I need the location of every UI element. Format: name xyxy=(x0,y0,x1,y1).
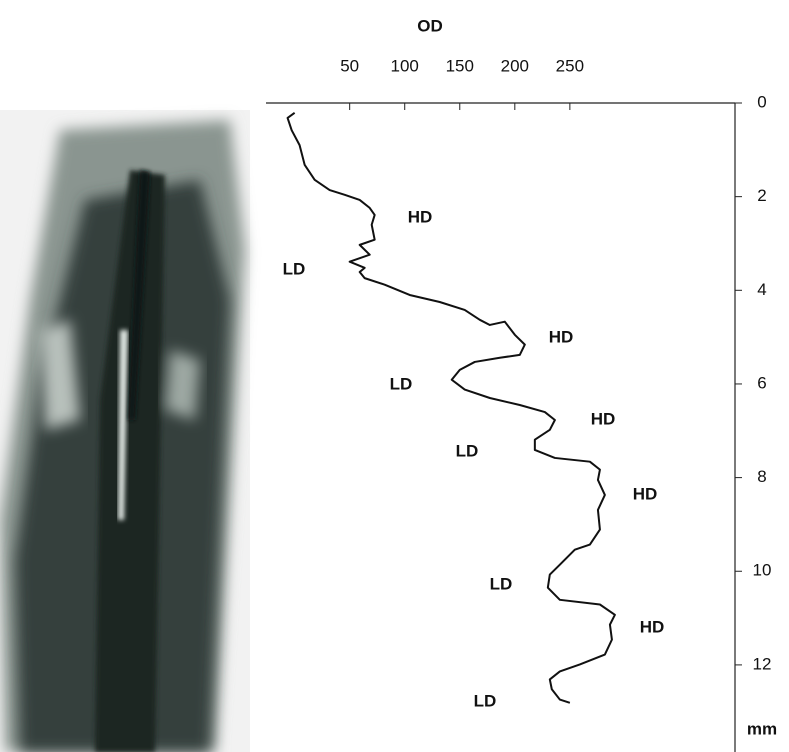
annotation: HD xyxy=(408,207,433,226)
annotation: LD xyxy=(283,259,306,278)
annotation: HD xyxy=(633,484,658,503)
y-tick-label: 12 xyxy=(753,654,772,673)
y-tick-label: 10 xyxy=(753,561,772,580)
annotation: LD xyxy=(390,374,413,393)
y-tick-label: 8 xyxy=(757,467,766,486)
y-tick-label: 2 xyxy=(757,186,766,205)
annotation: HD xyxy=(549,327,574,346)
annotation: LD xyxy=(474,691,497,710)
y-tick-label: 6 xyxy=(757,373,766,392)
annotation: HD xyxy=(591,409,616,428)
annotation: LD xyxy=(490,574,513,593)
x-axis-label: OD xyxy=(417,16,443,35)
annotation: HD xyxy=(640,617,665,636)
x-tick-label: 100 xyxy=(391,56,419,75)
x-tick-label: 150 xyxy=(446,56,474,75)
annotation: LD xyxy=(456,441,479,460)
y-tick-label: 4 xyxy=(757,280,766,299)
y-axis-label: mm xyxy=(747,719,777,738)
x-tick-label: 250 xyxy=(556,56,584,75)
y-tick-label: 0 xyxy=(757,92,766,111)
x-tick-label: 50 xyxy=(340,56,359,75)
profile-line xyxy=(286,112,616,704)
x-tick-label: 200 xyxy=(501,56,529,75)
specimen-image xyxy=(0,110,250,752)
